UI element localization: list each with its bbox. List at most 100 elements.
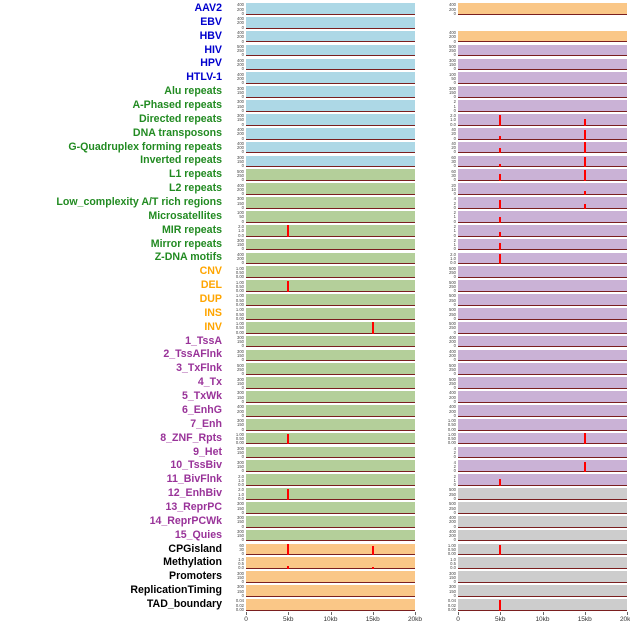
column-gap	[415, 432, 437, 446]
y-axis-ticks: 2.0 1.0 0.0	[437, 251, 458, 265]
track-row-a-phased-repeats: A-Phased repeats 300 150 0 2 1 0	[0, 99, 630, 113]
y-tick-label: 1	[453, 477, 456, 483]
track-row-9-het: 9_Het 300 150 0 4 2 0	[0, 446, 630, 460]
y-tick-label: 0	[453, 329, 456, 335]
x-tick-label: 20kb	[619, 615, 630, 623]
y-axis-ticks: 0.04 0.02 0.00	[437, 598, 458, 612]
signal-baseline	[458, 41, 627, 43]
x-axis-spacer	[0, 612, 246, 628]
column-gap	[415, 127, 437, 141]
y-tick-label: 400	[237, 140, 244, 146]
x-tick-label: 20kb	[407, 615, 423, 623]
y-tick-label: 1.0	[238, 556, 244, 562]
y-tick-label: 150	[449, 62, 456, 68]
track-panel	[458, 571, 627, 583]
signal-baseline	[246, 360, 415, 362]
track-row-cpgisland: CPGisland 60 30 0 1.00 0.50 0.00	[0, 543, 630, 557]
track-panel	[458, 58, 627, 71]
row-label: Low_complexity A/T rich regions	[56, 196, 222, 209]
column-gap	[415, 16, 437, 30]
row-label: DEL	[200, 279, 222, 292]
signal-baseline	[458, 138, 627, 140]
y-tick-label: 500	[237, 362, 244, 368]
row-label: Inverted repeats	[140, 154, 222, 167]
signal-spike	[499, 231, 502, 237]
row-label: 8_ZNF_Rpts	[160, 431, 222, 444]
y-axis-ticks: 500 250 0	[437, 321, 458, 335]
y-tick-label: 300	[237, 529, 244, 535]
y-tick-label: 300	[237, 196, 244, 202]
track-row-l1-repeats: L1 repeats 500 250 0 60 30 0	[0, 168, 630, 182]
track-panel	[246, 308, 415, 320]
column-gap	[415, 376, 437, 390]
y-axis-ticks: 1.00 0.50 0.00	[225, 265, 246, 279]
y-tick-label: 1	[453, 228, 456, 234]
track-rows-container: AAV2 400 200 0 400 200 0 EBV 400 200 0 HBV 400 200 0 40…	[0, 2, 630, 612]
y-tick-label: 0	[241, 260, 244, 266]
x-tick-mark	[584, 611, 586, 615]
signal-baseline	[458, 401, 627, 403]
track-panel	[458, 515, 627, 528]
y-axis-ticks: 60 30 0	[225, 543, 246, 557]
y-tick-label: 0	[453, 10, 456, 16]
y-axis-ticks: 300 150 0	[225, 390, 246, 404]
y-axis-ticks: 400 200 0	[225, 404, 246, 418]
signal-baseline	[458, 13, 627, 15]
y-tick-label: 0	[453, 190, 456, 196]
track-panel	[246, 446, 415, 459]
y-tick-label: 1.00	[235, 321, 244, 327]
x-tick-mark	[627, 611, 628, 615]
y-axis-ticks: 1.00 0.50 0.00	[225, 293, 246, 307]
column-gap	[415, 515, 437, 529]
y-axis-ticks: 2.0 1.0 0.0	[437, 113, 458, 127]
y-tick-label: 400	[449, 30, 456, 36]
track-panel	[458, 30, 627, 43]
y-axis-ticks: 40 20 0	[437, 141, 458, 155]
y-tick-label: 150	[237, 103, 244, 109]
y-tick-label: 0	[453, 592, 456, 598]
y-tick-label: 0	[241, 93, 244, 99]
y-tick-label: 200	[237, 34, 244, 40]
signal-spike	[499, 600, 502, 611]
row-label: 13_ReprPC	[165, 500, 222, 513]
y-tick-label: 400	[449, 404, 456, 410]
y-tick-label: 1.0	[450, 556, 456, 562]
y-tick-label: 1	[453, 242, 456, 248]
track-panel	[246, 266, 415, 279]
track-row-z-dna-motifs: Z-DNA motifs 400 200 0 2.0 1.0 0.0	[0, 251, 630, 265]
track-panel	[246, 599, 415, 611]
column-gap	[415, 196, 437, 210]
y-tick-label: 150	[237, 463, 244, 469]
y-axis-ticks: 2.0 1.0 0.0	[225, 224, 246, 238]
y-tick-label: 0	[453, 398, 456, 404]
column-gap	[415, 293, 437, 307]
y-tick-label: 0	[453, 163, 456, 169]
column-gap	[415, 307, 437, 321]
row-label: EBV	[200, 15, 222, 28]
y-tick-label: 500	[449, 293, 456, 299]
y-tick-label: 30	[239, 547, 244, 553]
y-axis-ticks: 400 200 0	[437, 404, 458, 418]
track-row-g-quadruplex-forming-repeats: G-Quadruplex forming repeats 400 200 0 40 20 0	[0, 141, 630, 155]
signal-baseline	[246, 526, 415, 528]
x-tick-label: 5kb	[495, 615, 506, 623]
row-label: HBV	[199, 29, 222, 42]
y-tick-label: 400	[237, 2, 244, 8]
track-panel	[458, 349, 627, 362]
y-tick-label: 400	[449, 390, 456, 396]
signal-spike	[583, 129, 586, 140]
y-tick-label: 0.50	[235, 269, 244, 275]
y-tick-label: 0	[241, 52, 244, 58]
signal-baseline	[246, 69, 415, 71]
y-axis-ticks: 400 200 0	[225, 127, 246, 141]
y-tick-label: 250	[237, 172, 244, 178]
y-tick-label: 0	[453, 509, 456, 515]
column-gap	[415, 168, 437, 182]
signal-spike	[583, 461, 586, 473]
y-tick-label: 150	[237, 422, 244, 428]
y-tick-label: 400	[237, 182, 244, 188]
column-gap	[415, 113, 437, 127]
y-axis-ticks: 300 150 0	[225, 501, 246, 515]
y-tick-label: 0	[241, 177, 244, 183]
